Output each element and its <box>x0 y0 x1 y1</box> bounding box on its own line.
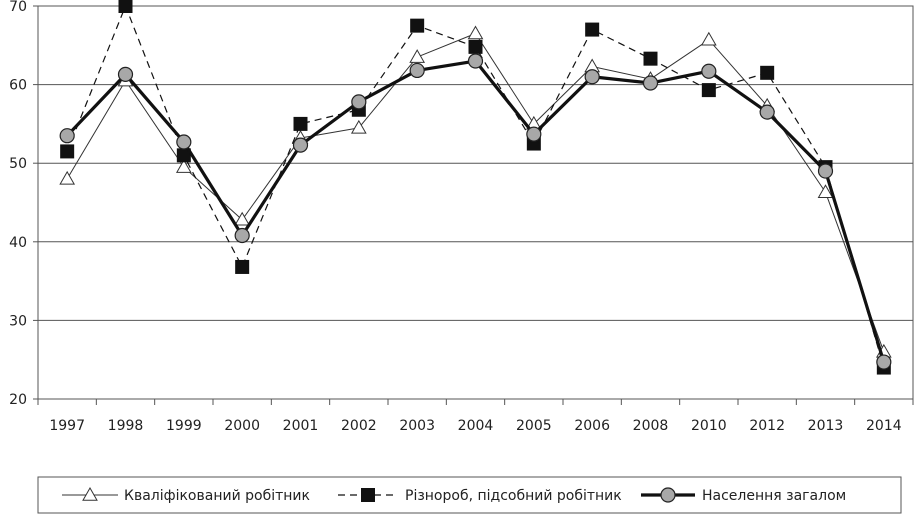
data-point <box>410 18 425 33</box>
x-tick-label: 1997 <box>49 418 85 434</box>
data-point <box>409 49 426 63</box>
data-point <box>585 22 600 37</box>
y-tick-label: 60 <box>9 78 27 94</box>
data-point <box>117 66 134 82</box>
x-tick-label: 2013 <box>808 418 844 434</box>
legend-label: Кваліфікований робітник <box>124 488 310 504</box>
data-point <box>701 63 717 79</box>
legend: Кваліфікований робітник Різнороб, підсобн… <box>37 476 902 514</box>
x-tick-label: 2005 <box>516 418 552 434</box>
data-point <box>759 104 775 120</box>
data-point <box>293 116 308 131</box>
data-point <box>584 69 600 85</box>
data-point <box>817 163 834 179</box>
x-tick-label: 2012 <box>749 418 785 434</box>
data-point <box>234 211 251 226</box>
legend-marker <box>361 488 375 502</box>
legend-label: Населення загалом <box>702 488 846 504</box>
series-line <box>66 59 886 363</box>
legend-marker <box>82 486 98 501</box>
x-tick-label: 2001 <box>283 418 319 434</box>
y-tick-label: 50 <box>9 156 27 172</box>
data-point <box>176 148 191 163</box>
legend-label: Різнороб, підсобний робітник <box>405 488 622 504</box>
x-tick-label: 2004 <box>458 418 494 434</box>
x-tick-label: 2010 <box>691 418 727 434</box>
x-tick-label: 2008 <box>633 418 669 434</box>
series-line <box>66 33 885 353</box>
x-tick-label: 2006 <box>574 418 610 434</box>
data-point <box>876 354 892 370</box>
data-point <box>642 75 659 91</box>
x-tick-label: 2000 <box>224 418 260 434</box>
data-point <box>643 51 658 66</box>
legend-frame <box>37 476 902 514</box>
y-tick-label: 20 <box>9 392 27 408</box>
data-point <box>176 134 192 150</box>
x-tick-label: 2014 <box>866 418 902 434</box>
x-tick-label: 1999 <box>166 418 202 434</box>
series-2 <box>59 53 892 370</box>
data-point <box>60 144 75 159</box>
data-point <box>409 62 425 79</box>
data-point <box>760 65 775 80</box>
x-tick-label: 2003 <box>399 418 435 434</box>
y-tick-label: 30 <box>9 313 27 329</box>
data-point <box>292 137 309 153</box>
x-tick-label: 2002 <box>341 418 377 434</box>
data-point <box>467 25 484 40</box>
legend-marker <box>660 487 676 503</box>
data-point <box>701 83 716 98</box>
data-point <box>350 119 367 134</box>
data-point <box>526 126 542 142</box>
data-point <box>817 184 834 199</box>
data-point <box>59 128 75 144</box>
data-point <box>118 0 133 13</box>
data-point <box>235 259 250 274</box>
y-tick-label: 40 <box>9 235 27 251</box>
data-point <box>59 170 76 185</box>
data-point <box>468 39 483 54</box>
y-tick-label: 70 <box>9 0 27 15</box>
data-point <box>467 53 484 69</box>
plot-area-frame <box>37 5 914 400</box>
data-point <box>351 94 367 110</box>
x-tick-label: 1998 <box>108 418 144 434</box>
data-point <box>700 31 717 46</box>
data-point <box>175 159 192 173</box>
data-point <box>234 227 250 244</box>
